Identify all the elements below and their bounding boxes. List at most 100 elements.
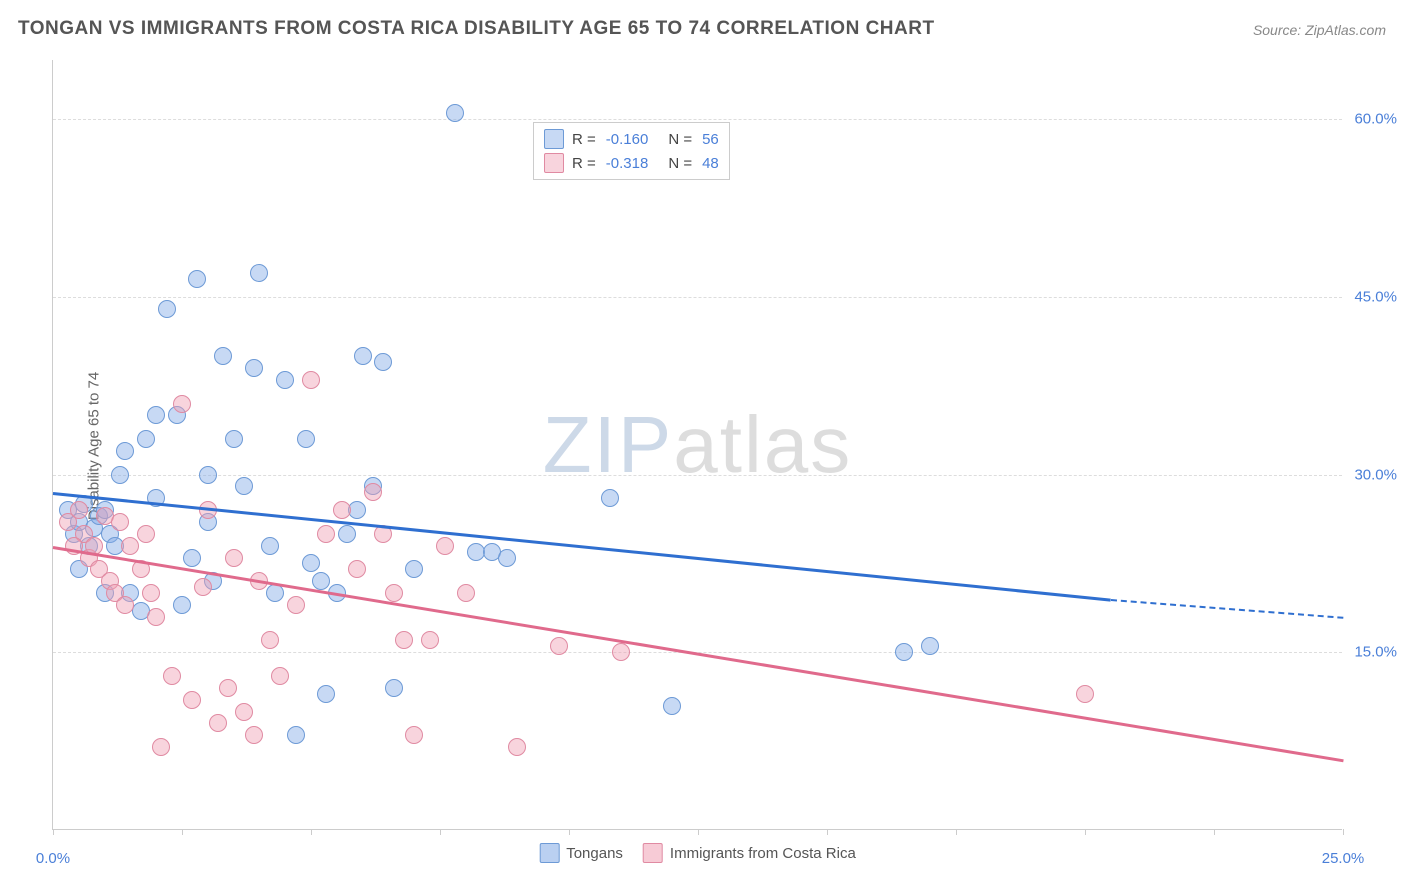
scatter-point: [199, 466, 217, 484]
scatter-point: [194, 578, 212, 596]
trend-line-extrapolated: [1111, 599, 1343, 619]
scatter-point: [385, 679, 403, 697]
source-attribution: Source: ZipAtlas.com: [1253, 22, 1386, 38]
scatter-point: [498, 549, 516, 567]
scatter-point: [312, 572, 330, 590]
scatter-point: [225, 549, 243, 567]
scatter-point: [405, 560, 423, 578]
scatter-point: [214, 347, 232, 365]
scatter-point: [111, 466, 129, 484]
legend-series: Tongans Immigrants from Costa Rica: [539, 843, 856, 863]
scatter-point: [121, 537, 139, 555]
scatter-point: [271, 667, 289, 685]
scatter-point: [245, 359, 263, 377]
scatter-point: [354, 347, 372, 365]
scatter-point: [508, 738, 526, 756]
scatter-point: [297, 430, 315, 448]
scatter-point: [183, 691, 201, 709]
scatter-point: [550, 637, 568, 655]
x-tick: [569, 829, 570, 835]
legend-stats: R = -0.160 N = 56 R = -0.318 N = 48: [533, 122, 730, 180]
scatter-point: [395, 631, 413, 649]
scatter-point: [137, 430, 155, 448]
scatter-point: [245, 726, 263, 744]
scatter-point: [338, 525, 356, 543]
legend-swatch: [643, 843, 663, 863]
scatter-point: [173, 596, 191, 614]
scatter-point: [266, 584, 284, 602]
plot-area: ZIPatlas R = -0.160 N = 56 R = -0.318 N …: [52, 60, 1342, 830]
scatter-point: [235, 703, 253, 721]
scatter-point: [302, 554, 320, 572]
scatter-point: [663, 697, 681, 715]
legend-label: Tongans: [566, 845, 623, 862]
legend-n-label: N =: [668, 131, 692, 148]
legend-r-label: R =: [572, 131, 596, 148]
scatter-point: [921, 637, 939, 655]
scatter-point: [158, 300, 176, 318]
chart-title: TONGAN VS IMMIGRANTS FROM COSTA RICA DIS…: [18, 18, 935, 40]
scatter-point: [152, 738, 170, 756]
legend-item: Tongans: [539, 843, 623, 863]
x-tick: [53, 829, 54, 835]
legend-r-value: -0.318: [606, 155, 649, 172]
scatter-point: [895, 643, 913, 661]
scatter-point: [116, 442, 134, 460]
scatter-point: [317, 685, 335, 703]
scatter-point: [1076, 685, 1094, 703]
scatter-point: [116, 596, 134, 614]
x-tick-label: 0.0%: [36, 850, 70, 867]
scatter-point: [348, 560, 366, 578]
gridline-h: [53, 297, 1342, 298]
legend-stats-row: R = -0.318 N = 48: [544, 151, 719, 175]
legend-r-label: R =: [572, 155, 596, 172]
x-tick: [440, 829, 441, 835]
scatter-point: [137, 525, 155, 543]
legend-stats-row: R = -0.160 N = 56: [544, 127, 719, 151]
x-tick: [182, 829, 183, 835]
x-tick: [956, 829, 957, 835]
scatter-point: [188, 270, 206, 288]
scatter-point: [235, 477, 253, 495]
scatter-point: [142, 584, 160, 602]
legend-item: Immigrants from Costa Rica: [643, 843, 856, 863]
scatter-point: [374, 353, 392, 371]
scatter-point: [219, 679, 237, 697]
legend-swatch: [544, 153, 564, 173]
scatter-point: [317, 525, 335, 543]
x-tick-label: 25.0%: [1322, 850, 1365, 867]
gridline-h: [53, 119, 1342, 120]
legend-n-value: 48: [702, 155, 719, 172]
scatter-point: [261, 537, 279, 555]
scatter-point: [348, 501, 366, 519]
scatter-point: [111, 513, 129, 531]
scatter-point: [333, 501, 351, 519]
scatter-point: [70, 501, 88, 519]
x-tick: [1214, 829, 1215, 835]
scatter-point: [147, 608, 165, 626]
scatter-point: [612, 643, 630, 661]
x-tick: [698, 829, 699, 835]
scatter-point: [276, 371, 294, 389]
scatter-point: [225, 430, 243, 448]
scatter-point: [209, 714, 227, 732]
scatter-point: [261, 631, 279, 649]
scatter-point: [446, 104, 464, 122]
y-tick-label: 15.0%: [1354, 644, 1397, 661]
chart-container: TONGAN VS IMMIGRANTS FROM COSTA RICA DIS…: [0, 0, 1406, 892]
scatter-point: [250, 264, 268, 282]
scatter-point: [287, 726, 305, 744]
x-tick: [311, 829, 312, 835]
scatter-point: [457, 584, 475, 602]
legend-swatch: [544, 129, 564, 149]
scatter-point: [405, 726, 423, 744]
x-tick: [1343, 829, 1344, 835]
y-tick-label: 45.0%: [1354, 288, 1397, 305]
y-tick-label: 60.0%: [1354, 111, 1397, 128]
scatter-point: [302, 371, 320, 389]
gridline-h: [53, 475, 1342, 476]
scatter-point: [385, 584, 403, 602]
scatter-point: [183, 549, 201, 567]
scatter-point: [421, 631, 439, 649]
legend-label: Immigrants from Costa Rica: [670, 845, 856, 862]
